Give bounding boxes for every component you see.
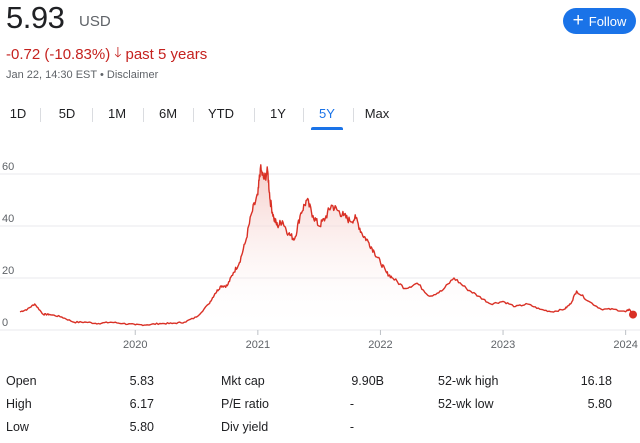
tab-divider — [254, 108, 255, 122]
stat-value-mkt-cap: 9.90B — [351, 374, 384, 388]
stat-label-pe-ratio: P/E ratio — [221, 397, 269, 411]
y-tick-label: 20 — [2, 265, 14, 277]
disclaimer-link[interactable]: Disclaimer — [106, 69, 159, 81]
area-fill — [20, 164, 633, 330]
stock-price: 5.93 — [6, 0, 65, 35]
tab-label: 5D — [58, 106, 76, 121]
tab-label: 1Y — [270, 106, 286, 121]
tab-divider — [40, 108, 41, 122]
plus-icon: + — [572, 9, 584, 31]
y-tick-label: 0 — [2, 317, 8, 329]
tab-divider — [143, 108, 144, 122]
tab-1m[interactable]: 1M — [100, 100, 134, 130]
x-tick-label: 2022 — [368, 339, 392, 351]
last-price-marker — [629, 310, 637, 319]
price-change: -0.72 (-10.83%) 🡓 past 5 years — [6, 42, 207, 66]
change-value: -0.72 (-10.83%) — [6, 45, 111, 63]
stat-value-div-yield: - — [349, 420, 354, 434]
change-period: past 5 years — [125, 45, 208, 63]
stat-label-low: Low — [6, 420, 29, 434]
x-tick-label: 2021 — [246, 339, 270, 351]
arrow-down-icon: 🡓 — [114, 44, 122, 60]
tab-5d[interactable]: 5D — [50, 100, 84, 130]
x-tick-label: 2024 — [613, 339, 637, 351]
y-tick-label: 40 — [2, 213, 14, 225]
stat-label-div-yield: Div yield — [221, 420, 269, 434]
x-tick-label: 2023 — [491, 339, 515, 351]
stat-value-open: 5.83 — [129, 374, 154, 388]
key-stats: Open 5.83 High 6.17 Low 5.80 Mkt cap 9.9… — [0, 368, 640, 443]
tab-divider — [92, 108, 93, 122]
currency-label: USD — [79, 13, 111, 30]
stat-label-52wk-low: 52-wk low — [438, 397, 494, 411]
range-tabs: 1D 5D 1M 6M YTD 1Y 5Y Max — [0, 100, 640, 132]
tab-label: 1D — [9, 106, 27, 121]
tab-divider — [353, 108, 354, 122]
price-line — [19, 164, 634, 327]
stat-label-52wk-high: 52-wk high — [438, 374, 499, 388]
stat-label-mkt-cap: Mkt cap — [221, 374, 265, 388]
x-tick-label: 2020 — [123, 339, 147, 351]
tab-max[interactable]: Max — [360, 100, 394, 130]
tab-label: Max — [364, 106, 390, 121]
meta-separator: • — [99, 69, 104, 81]
tab-5y[interactable]: 5Y — [311, 100, 343, 130]
stat-value-low: 5.80 — [129, 420, 154, 434]
stat-value-high: 6.17 — [129, 397, 154, 411]
stat-label-high: High — [6, 397, 32, 411]
quote-meta: Jan 22, 14:30 EST • Disclaimer — [6, 69, 158, 81]
stat-label-open: Open — [6, 374, 37, 388]
stat-value-52wk-low: 5.80 — [587, 397, 612, 411]
tab-label: YTD — [208, 106, 234, 121]
tab-divider — [303, 108, 304, 122]
tab-label: 1M — [107, 106, 127, 121]
tab-divider — [193, 108, 194, 122]
stat-value-pe-ratio: - — [349, 397, 354, 411]
follow-button[interactable]: + Follow — [563, 8, 636, 34]
stat-value-52wk-high: 16.18 — [580, 374, 612, 388]
follow-label: Follow — [588, 13, 627, 29]
tab-label: 6M — [158, 106, 178, 121]
price-chart[interactable]: 0 20 40 60 2020 2021 2022 2023 2024 — [0, 150, 640, 358]
tab-ytd[interactable]: YTD — [200, 100, 242, 130]
y-tick-label: 60 — [2, 161, 14, 173]
timestamp: Jan 22, 14:30 EST — [6, 69, 97, 81]
tab-label: 5Y — [319, 106, 335, 121]
tab-1y[interactable]: 1Y — [262, 100, 294, 130]
tab-1d[interactable]: 1D — [2, 100, 34, 130]
tab-6m[interactable]: 6M — [151, 100, 185, 130]
